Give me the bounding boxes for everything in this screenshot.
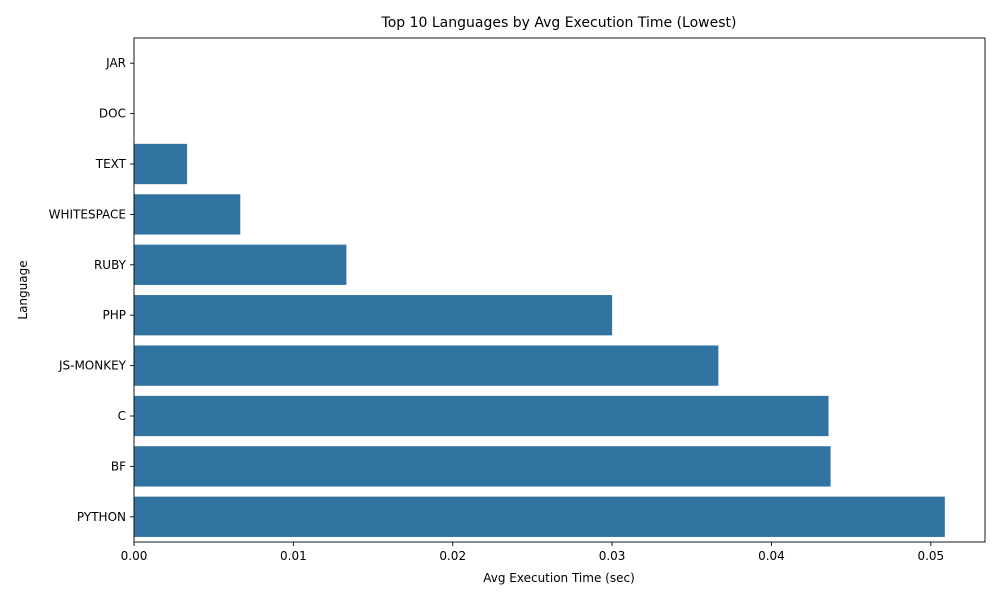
bar-php (134, 295, 613, 336)
x-axis-title: Avg Execution Time (sec) (483, 571, 635, 585)
bars-group (134, 143, 945, 537)
x-tick-label: 0.01 (280, 549, 307, 563)
bar-ruby (134, 244, 347, 285)
x-tick-label: 0.05 (917, 549, 944, 563)
x-tick-label: 0.00 (121, 549, 148, 563)
y-tick-label-php: PHP (103, 308, 127, 322)
y-tick-label-ruby: RUBY (94, 258, 127, 272)
bar-python (134, 496, 945, 537)
x-ticks-group: 0.00 0.01 0.02 0.03 0.04 0.05 (121, 542, 944, 563)
chart-title: Top 10 Languages by Avg Execution Time (… (381, 15, 737, 31)
y-tick-label-whitespace: WHITESPACE (49, 207, 126, 221)
y-ticks-group: JAR DOC TEXT WHITESPACE RUBY PHP JS-MONKEY C BF P… (49, 56, 134, 524)
plot-frame (133, 37, 986, 543)
y-tick-label-jar: JAR (105, 56, 126, 70)
x-tick-label: 0.04 (758, 549, 785, 563)
y-tick-label-doc: DOC (99, 107, 126, 121)
y-tick-label-c: C (118, 409, 126, 423)
x-tick-label: 0.03 (599, 549, 626, 563)
bar-js-monkey (134, 345, 719, 386)
bar-c (134, 395, 829, 437)
bar-text (134, 143, 188, 185)
y-tick-label-python: PYTHON (77, 510, 126, 524)
bar-whitespace (134, 194, 241, 235)
y-tick-label-text: TEXT (95, 157, 127, 171)
bar-bf (134, 446, 831, 487)
x-tick-label: 0.02 (439, 549, 466, 563)
y-tick-label-js-monkey: JS-MONKEY (58, 359, 127, 373)
y-tick-label-bf: BF (111, 459, 126, 473)
y-axis-title: Language (16, 260, 30, 319)
